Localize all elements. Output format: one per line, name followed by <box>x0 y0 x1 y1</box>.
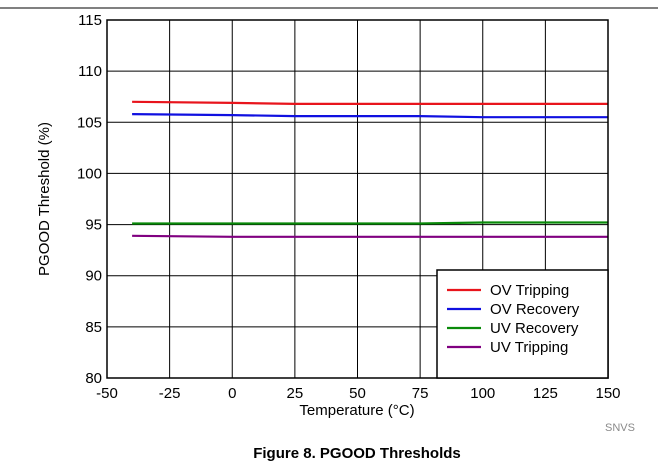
series-line-ov-recovery <box>132 113 608 119</box>
plot-frame <box>106 19 609 379</box>
y-tick-label: 90 <box>85 268 102 285</box>
legend-box <box>436 269 609 379</box>
figure-caption: Figure 8. PGOOD Thresholds <box>253 445 461 462</box>
x-axis-ticks: -50 -25 0 25 50 75 100 125 150 <box>96 385 620 402</box>
series-lines <box>132 100 608 238</box>
series-line-uv-tripping <box>132 234 608 238</box>
legend-label-ov-tripping: OV Tripping <box>490 282 569 299</box>
x-tick-label: 25 <box>287 385 304 402</box>
legend: OV Tripping OV Recovery UV Recovery UV Trip… <box>436 269 609 379</box>
y-axis-label: PGOOD Threshold (%) <box>36 122 53 276</box>
document-code: SNVS <box>605 422 635 434</box>
x-tick-label: 150 <box>595 385 620 402</box>
y-axis-ticks: 80 85 90 95 100 105 110 115 <box>77 12 102 387</box>
y-tick-label: 110 <box>78 63 102 80</box>
series-line-uv-recovery <box>132 221 608 225</box>
y-tick-label: 100 <box>77 165 102 182</box>
y-tick-label: 115 <box>78 12 102 29</box>
x-tick-label: 125 <box>533 385 558 402</box>
y-tick-label: 85 <box>85 319 102 336</box>
x-tick-label: 100 <box>470 385 495 402</box>
x-tick-label: 0 <box>228 385 236 402</box>
legend-label-uv-recovery: UV Recovery <box>490 320 579 337</box>
x-axis-label: Temperature (°C) <box>299 402 414 419</box>
series-line-ov-tripping <box>132 100 608 106</box>
x-tick-label: -25 <box>159 385 181 402</box>
legend-label-ov-recovery: OV Recovery <box>490 301 580 318</box>
y-tick-label: 95 <box>85 217 102 234</box>
y-tick-label: 105 <box>77 114 102 131</box>
x-tick-label: 50 <box>349 385 366 402</box>
x-tick-label: 75 <box>412 385 429 402</box>
x-tick-label: -50 <box>96 385 118 402</box>
legend-label-uv-tripping: UV Tripping <box>490 339 568 356</box>
y-tick-label: 80 <box>85 370 102 387</box>
